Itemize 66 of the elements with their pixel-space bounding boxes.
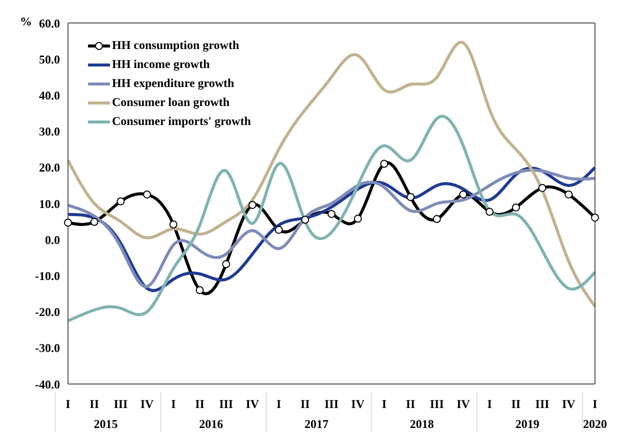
x-tick-label: III [430, 397, 444, 411]
x-tick-label: II [300, 397, 310, 411]
y-tick-label: -10.0 [35, 268, 60, 283]
x-tick-label: I [592, 397, 598, 411]
point [459, 190, 468, 198]
x-tick-label: II [511, 397, 521, 411]
point [64, 218, 72, 227]
line-series [66, 40, 596, 308]
point [406, 193, 415, 201]
y-tick-label: 10.0 [39, 196, 60, 211]
x-tick-label: I [171, 397, 176, 411]
y-tick-label: -20.0 [35, 305, 60, 320]
legend-label: HH income growth [112, 57, 210, 72]
point [564, 190, 573, 198]
x-tick-label: IV [456, 397, 470, 411]
point [248, 200, 256, 209]
point [354, 214, 362, 223]
y-axis-title: % [20, 14, 32, 29]
y-tick-label: 20.0 [39, 160, 60, 175]
x-tick-label: I [276, 397, 282, 411]
text: 2019 [515, 417, 540, 431]
point [116, 197, 125, 206]
text: 2016 [199, 417, 224, 431]
y-tick-label: 40.0 [39, 88, 60, 102]
x-tick-label: I [66, 397, 71, 411]
x-tick-label: III [114, 397, 128, 411]
x-tick-label: IV [246, 397, 260, 411]
point [196, 286, 204, 294]
y-tick-label: 0.0 [45, 232, 60, 247]
x-tick-label: I [487, 397, 492, 411]
text: 2015 [94, 417, 118, 431]
legend-label: HH expenditure growth [112, 76, 234, 91]
y-tick-label: -40.0 [35, 377, 60, 392]
x-tick-label: IV [351, 397, 365, 411]
x-tick-label: III [535, 397, 550, 411]
text: 2017 [304, 417, 329, 431]
point [222, 260, 230, 268]
point [301, 216, 310, 224]
point [486, 208, 494, 216]
point [90, 218, 98, 226]
x-tick-label: IV [562, 397, 576, 411]
point [328, 210, 336, 218]
legend-label: Consumer loan growth [112, 95, 230, 110]
x-tick-label: IV [140, 397, 154, 411]
point [169, 220, 178, 228]
text: 2020 [583, 417, 607, 431]
y-tick-label: 30.0 [39, 124, 60, 139]
x-tick-label: I [382, 397, 387, 411]
point [143, 190, 152, 198]
x-tick-label: II [90, 397, 100, 411]
point [538, 184, 546, 192]
x-tick-label: II [406, 397, 416, 411]
point [591, 214, 599, 222]
x-tick-label: II [195, 397, 205, 411]
y-tick-label: 50.0 [39, 52, 60, 66]
legend-label: HH consumption growth [112, 38, 240, 53]
point [512, 203, 520, 212]
point [432, 215, 441, 224]
text: 2018 [410, 417, 434, 431]
point [274, 226, 283, 234]
point [380, 160, 388, 168]
legend-label: Consumer imports' growth [112, 114, 251, 129]
y-tick-label: -30.0 [35, 341, 60, 356]
y-tick-label: 60.0 [39, 16, 60, 30]
x-tick-label: III [324, 397, 339, 411]
x-tick-label: III [219, 397, 234, 411]
